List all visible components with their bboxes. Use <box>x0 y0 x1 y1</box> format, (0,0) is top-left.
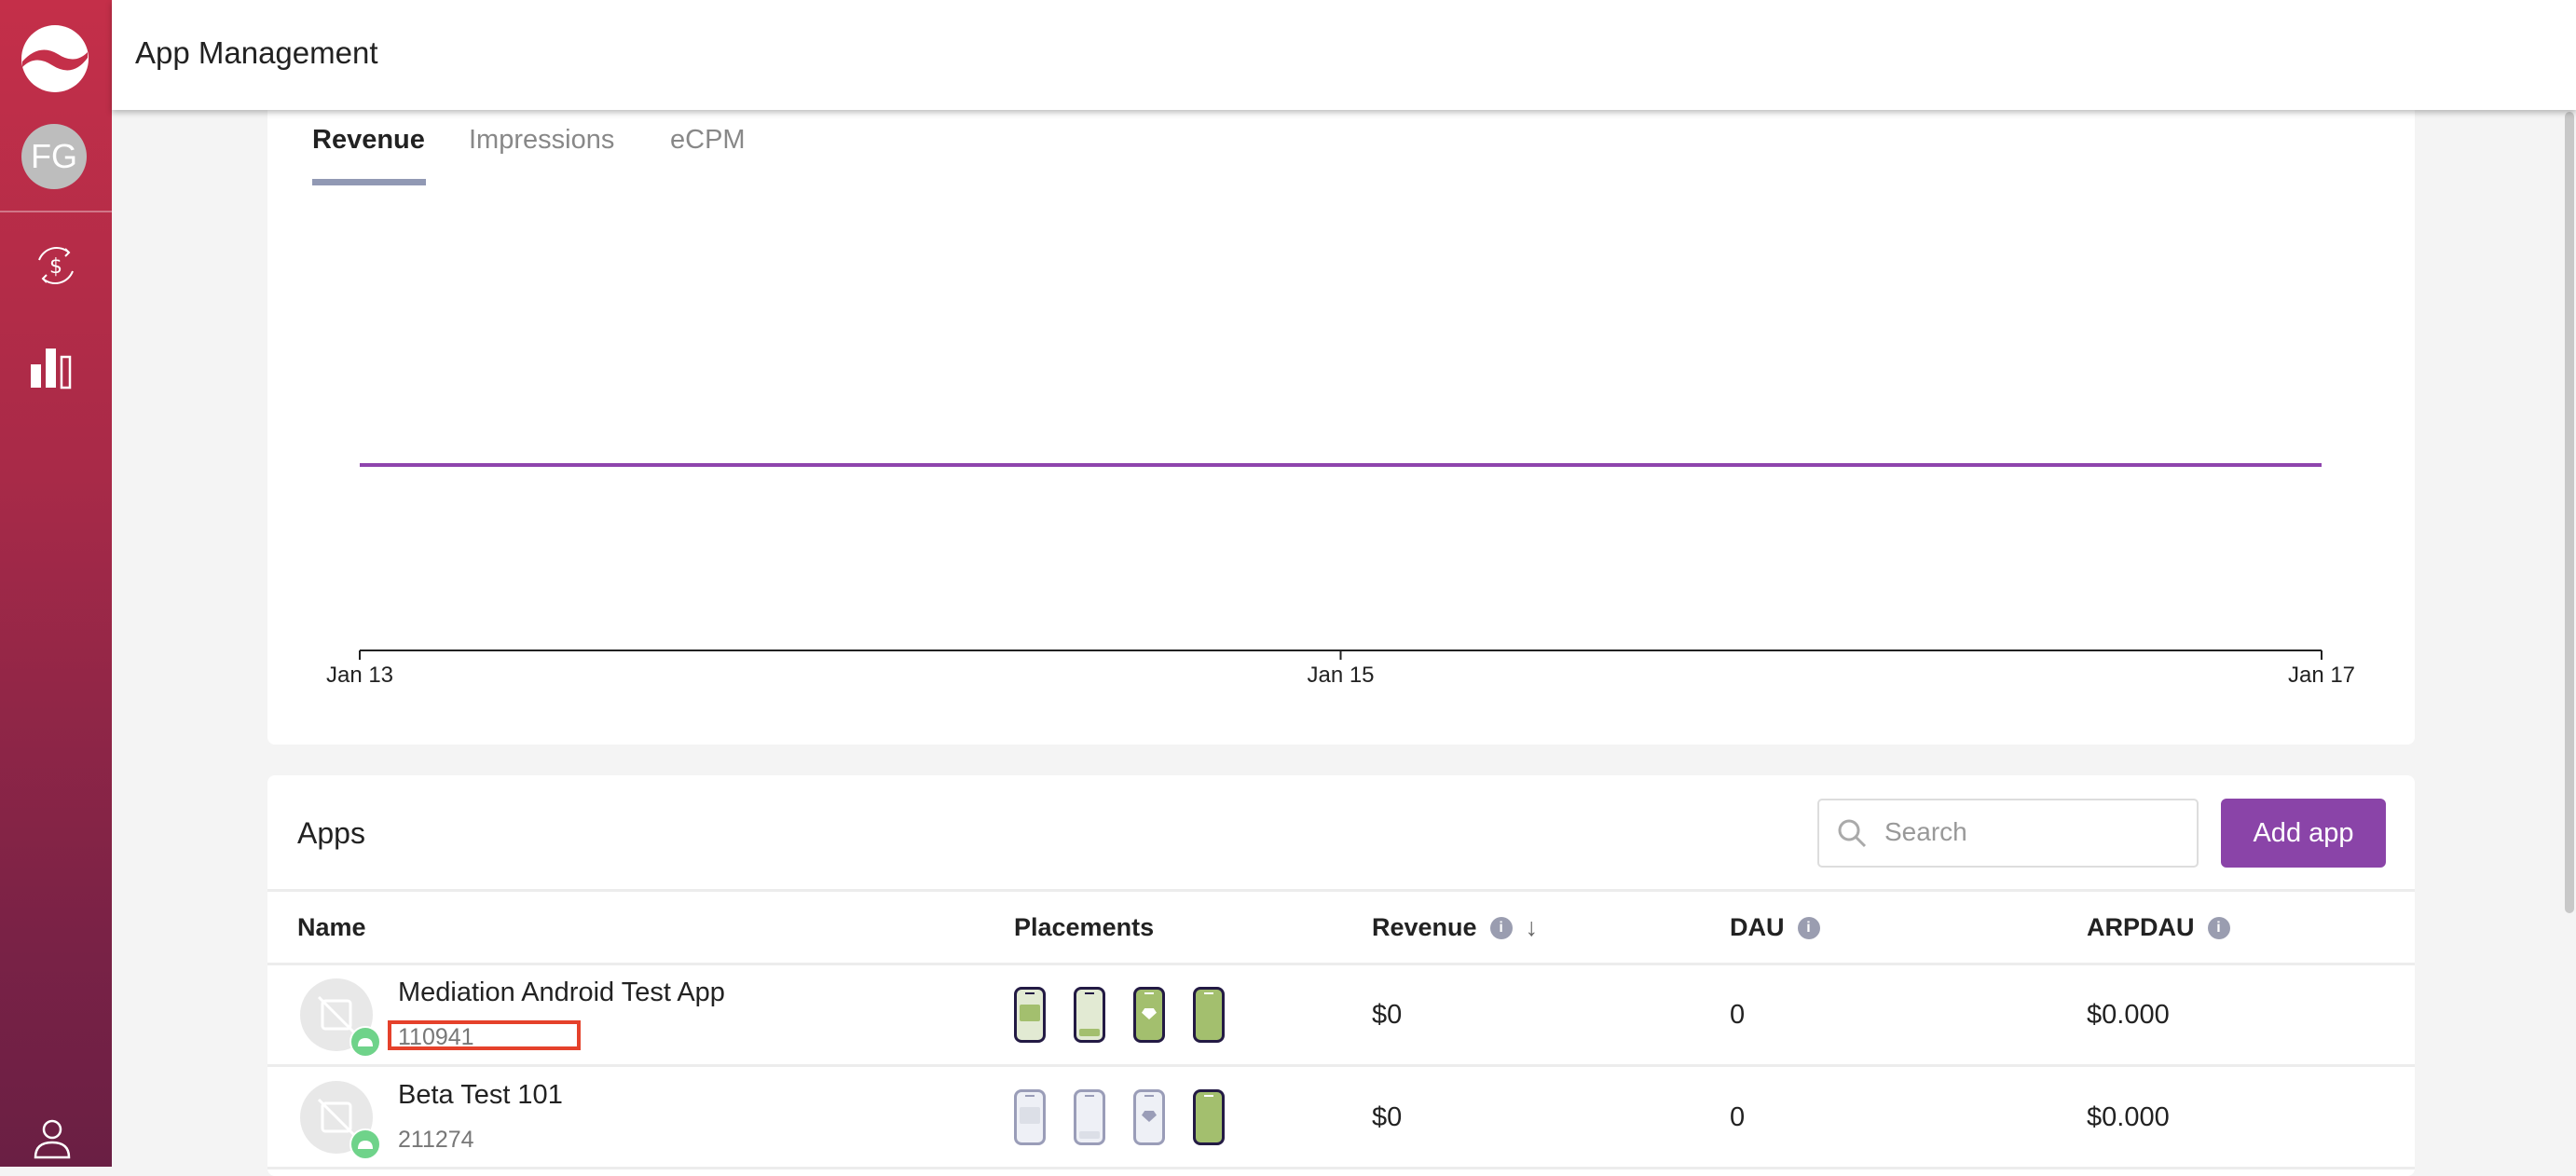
sort-down-icon[interactable]: ↓ <box>1525 913 1539 941</box>
column-label: DAU <box>1730 913 1785 941</box>
sidebar: FG $ <box>0 0 112 1167</box>
search-icon <box>1838 819 1867 848</box>
dollar-sync-icon[interactable]: $ <box>28 238 84 294</box>
column-label: Placements <box>1014 913 1155 941</box>
info-icon[interactable]: i <box>1797 916 1820 939</box>
android-icon <box>349 1128 381 1160</box>
arpdau-value: $0.000 <box>2087 1102 2170 1132</box>
active-tab-indicator <box>312 179 426 185</box>
info-icon[interactable]: i <box>1489 916 1513 939</box>
placement-banner-icon[interactable] <box>1014 987 1046 1043</box>
table-row[interactable]: Beta Test 101 211274 $0 0 $0.000 <box>267 1067 2415 1168</box>
placement-rewarded-icon[interactable] <box>1133 987 1165 1043</box>
chart-card: Revenue Impressions eCPM Jan 13 Jan 15 Jan… <box>267 93 2415 745</box>
column-dau: DAU i <box>1730 913 1820 942</box>
revenue-value: $0 <box>1372 1102 1403 1132</box>
page-title: App Management <box>135 35 378 70</box>
column-revenue[interactable]: Revenue i ↓ <box>1372 913 1538 942</box>
column-label: Revenue <box>1372 913 1477 941</box>
info-icon[interactable]: i <box>2207 916 2230 939</box>
app-id: 211274 <box>398 1127 474 1153</box>
add-app-button[interactable]: Add app <box>2221 799 2386 868</box>
tab-ecpm[interactable]: eCPM <box>670 125 746 155</box>
placement-banner-icon[interactable] <box>1014 1089 1046 1145</box>
column-label: Name <box>297 913 366 941</box>
apps-title: Apps <box>297 816 365 850</box>
placement-bottom-banner-icon[interactable] <box>1074 987 1105 1043</box>
divider <box>267 889 2415 892</box>
revenue-chart: Jan 13 Jan 15 Jan 17 <box>326 463 2355 688</box>
highlight-annotation <box>388 1020 581 1050</box>
divider <box>267 963 2415 965</box>
top-bar: App Management <box>112 0 2576 110</box>
column-arpdau: ARPDAU i <box>2087 913 2230 942</box>
avatar[interactable]: FG <box>21 124 87 189</box>
arpdau-value: $0.000 <box>2087 1000 2170 1030</box>
dau-value: 0 <box>1730 1102 1746 1132</box>
android-icon <box>349 1026 381 1058</box>
placement-rewarded-icon[interactable] <box>1133 1089 1165 1145</box>
scrollbar[interactable] <box>2565 112 2574 913</box>
table-row[interactable]: Mediation Android Test App 110941 $0 0 $… <box>267 964 2415 1065</box>
divider <box>267 1064 2415 1067</box>
search-box[interactable] <box>1817 799 2199 868</box>
apps-card: Apps Add app Name Placements Revenue i ↓ D… <box>267 775 2415 1176</box>
app-id: 110941 <box>398 1024 474 1050</box>
bar-chart-icon[interactable] <box>28 343 84 399</box>
placement-bottom-banner-icon[interactable] <box>1074 1089 1105 1145</box>
user-icon[interactable] <box>28 1114 84 1170</box>
placement-interstitial-icon[interactable] <box>1193 1089 1225 1145</box>
x-tick-label: Jan 15 <box>1307 663 1374 688</box>
dau-value: 0 <box>1730 1000 1746 1030</box>
revenue-value: $0 <box>1372 1000 1403 1030</box>
svg-text:$: $ <box>49 255 62 279</box>
column-placements: Placements <box>1014 913 1154 942</box>
sidebar-divider <box>0 211 112 212</box>
logo[interactable] <box>21 24 89 93</box>
search-input[interactable] <box>1884 817 2183 847</box>
app-name[interactable]: Mediation Android Test App <box>398 978 725 1007</box>
x-tick-label: Jan 17 <box>2288 663 2355 688</box>
tab-impressions[interactable]: Impressions <box>469 125 615 155</box>
column-name[interactable]: Name <box>297 913 366 942</box>
column-label: ARPDAU <box>2087 913 2195 941</box>
divider <box>267 1167 2415 1169</box>
tab-revenue[interactable]: Revenue <box>312 125 425 155</box>
x-tick-label: Jan 13 <box>326 663 393 688</box>
placement-interstitial-icon[interactable] <box>1193 987 1225 1043</box>
app-name[interactable]: Beta Test 101 <box>398 1080 563 1110</box>
